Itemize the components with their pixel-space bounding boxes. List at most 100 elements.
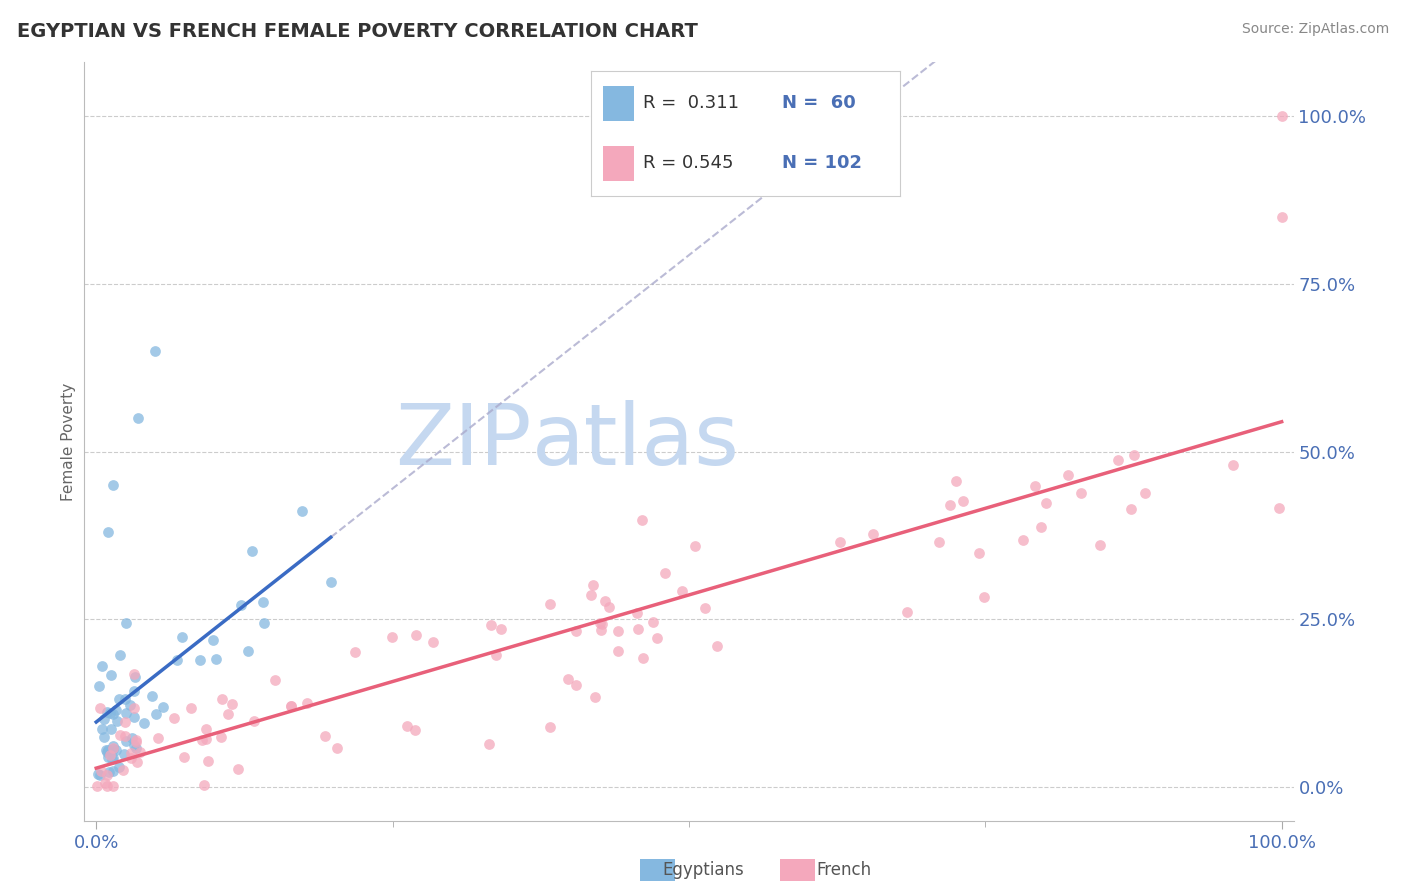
Point bbox=[1107, 453, 1129, 467]
Point bbox=[101, 780, 124, 794]
Point bbox=[404, 723, 426, 737]
Point bbox=[828, 535, 851, 549]
Point bbox=[242, 544, 264, 558]
Point bbox=[122, 710, 145, 724]
Point bbox=[1057, 468, 1080, 483]
Point bbox=[581, 588, 603, 602]
Text: ZIP: ZIP bbox=[395, 400, 531, 483]
Point bbox=[101, 477, 124, 491]
Point bbox=[87, 679, 110, 693]
Point bbox=[87, 767, 110, 781]
Point bbox=[108, 648, 131, 662]
Point bbox=[96, 705, 118, 719]
Point bbox=[1088, 538, 1111, 552]
Point bbox=[280, 698, 302, 713]
Point bbox=[1024, 479, 1046, 493]
Point bbox=[395, 719, 418, 733]
Point bbox=[112, 747, 135, 762]
Point bbox=[121, 731, 143, 745]
Point bbox=[96, 767, 118, 781]
Point bbox=[101, 742, 124, 756]
Point bbox=[297, 696, 319, 710]
Point bbox=[211, 692, 233, 706]
Point bbox=[280, 698, 302, 713]
Point bbox=[89, 701, 111, 715]
Point bbox=[105, 714, 128, 729]
Point bbox=[120, 751, 142, 765]
Point bbox=[124, 670, 146, 684]
Point bbox=[896, 605, 918, 619]
Point bbox=[952, 494, 974, 508]
Point bbox=[319, 574, 342, 589]
Point bbox=[538, 719, 561, 733]
Point bbox=[132, 716, 155, 731]
Point bbox=[145, 343, 167, 358]
Point bbox=[631, 513, 654, 527]
Point bbox=[124, 701, 146, 715]
Point bbox=[479, 618, 502, 632]
Point bbox=[105, 743, 128, 757]
Point bbox=[344, 645, 367, 659]
Point bbox=[1268, 500, 1291, 515]
Point bbox=[93, 730, 115, 744]
Point bbox=[194, 722, 217, 736]
Point bbox=[226, 762, 249, 776]
Point bbox=[100, 722, 122, 736]
Point bbox=[231, 598, 253, 612]
Point bbox=[1029, 520, 1052, 534]
Point bbox=[104, 703, 127, 717]
Point bbox=[125, 733, 148, 747]
Point bbox=[124, 735, 146, 749]
Point bbox=[191, 732, 214, 747]
Point bbox=[314, 729, 336, 743]
Point bbox=[1119, 502, 1142, 516]
Point bbox=[114, 692, 136, 706]
Point bbox=[973, 590, 995, 604]
Point bbox=[195, 731, 218, 746]
Point bbox=[97, 749, 120, 764]
Point bbox=[101, 706, 124, 721]
Point bbox=[163, 711, 186, 725]
Point bbox=[1035, 496, 1057, 510]
Point bbox=[141, 689, 163, 703]
Point bbox=[166, 653, 188, 667]
Point bbox=[252, 595, 274, 609]
Point bbox=[695, 600, 717, 615]
Point bbox=[217, 707, 239, 722]
Point bbox=[96, 743, 118, 757]
Point bbox=[538, 597, 561, 611]
Point bbox=[606, 624, 628, 639]
Point bbox=[128, 745, 150, 759]
Point bbox=[170, 630, 193, 644]
Point bbox=[564, 624, 586, 639]
Point bbox=[683, 539, 706, 553]
Text: N = 102: N = 102 bbox=[782, 154, 862, 172]
Point bbox=[107, 692, 129, 706]
Point bbox=[96, 745, 118, 759]
Point bbox=[862, 527, 884, 541]
Text: French: French bbox=[815, 861, 872, 879]
Point bbox=[598, 600, 620, 615]
Point bbox=[627, 622, 650, 636]
Point bbox=[90, 764, 112, 778]
Point bbox=[108, 728, 131, 742]
Point bbox=[945, 474, 967, 488]
Point bbox=[96, 780, 118, 794]
Point bbox=[100, 668, 122, 682]
Point bbox=[90, 723, 112, 737]
Point bbox=[626, 606, 648, 620]
Text: Egyptians: Egyptians bbox=[662, 861, 744, 879]
Text: N =  60: N = 60 bbox=[782, 95, 856, 112]
Point bbox=[654, 566, 676, 580]
Text: atlas: atlas bbox=[531, 400, 740, 483]
Point bbox=[103, 750, 125, 764]
Point bbox=[706, 640, 728, 654]
Point bbox=[645, 631, 668, 645]
Bar bbox=[603, 87, 634, 121]
Point bbox=[86, 780, 108, 794]
Point bbox=[98, 706, 121, 720]
Point bbox=[236, 644, 259, 658]
Point bbox=[148, 731, 170, 745]
Point bbox=[91, 658, 114, 673]
Point bbox=[89, 768, 111, 782]
